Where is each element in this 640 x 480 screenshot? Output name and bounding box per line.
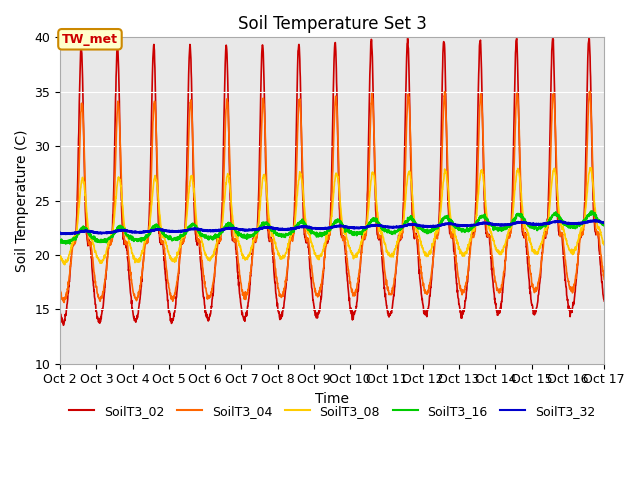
SoilT3_08 [208,253,216,259]
SoilT3_04 [552,156,560,162]
SoilT3_16 [552,211,560,217]
SoilT3_08 [360,230,367,236]
SoilT3_32 [591,218,599,224]
SoilT3_32 [208,228,216,234]
SoilT3_02 [490,292,498,298]
SoilT3_32 [552,219,560,225]
SoilT3_32 [600,219,608,225]
Y-axis label: Soil Temperature (C): Soil Temperature (C) [15,129,29,272]
SoilT3_32 [568,221,575,227]
SoilT3_08 [61,262,68,267]
SoilT3_02 [348,310,356,316]
SoilT3_02 [60,323,67,328]
SoilT3_04 [208,287,216,293]
SoilT3_08 [586,165,594,171]
SoilT3_08 [490,241,498,247]
SoilT3_32 [490,222,498,228]
SoilT3_16 [589,208,596,214]
SoilT3_04 [348,287,356,293]
SoilT3_04 [586,88,594,94]
SoilT3_02 [553,185,561,191]
SoilT3_02 [208,297,216,302]
SoilT3_16 [66,241,74,247]
SoilT3_04 [490,273,498,278]
SoilT3_16 [56,238,64,243]
SoilT3_04 [568,288,575,293]
SoilT3_04 [600,276,608,282]
SoilT3_32 [348,225,356,230]
SoilT3_16 [208,236,216,241]
SoilT3_32 [360,225,367,230]
SoilT3_02 [56,309,64,315]
SoilT3_04 [360,232,367,238]
SoilT3_02 [549,35,557,40]
Line: SoilT3_04: SoilT3_04 [60,91,604,302]
Title: Soil Temperature Set 3: Soil Temperature Set 3 [237,15,427,33]
SoilT3_16 [490,225,498,231]
SoilT3_16 [600,222,608,228]
SoilT3_16 [360,227,367,232]
SoilT3_02 [360,235,367,241]
SoilT3_08 [552,178,560,184]
Line: SoilT3_08: SoilT3_08 [60,168,604,264]
Line: SoilT3_02: SoilT3_02 [60,37,604,325]
SoilT3_16 [348,229,356,235]
Text: TW_met: TW_met [62,33,118,46]
Legend: SoilT3_02, SoilT3_04, SoilT3_08, SoilT3_16, SoilT3_32: SoilT3_02, SoilT3_04, SoilT3_08, SoilT3_… [64,400,600,423]
SoilT3_08 [348,252,356,258]
SoilT3_04 [60,300,68,305]
SoilT3_08 [600,242,608,248]
SoilT3_04 [56,288,64,294]
SoilT3_08 [56,253,64,259]
SoilT3_16 [568,224,575,229]
SoilT3_02 [568,307,575,313]
Line: SoilT3_32: SoilT3_32 [60,221,604,234]
X-axis label: Time: Time [315,392,349,406]
SoilT3_08 [568,250,575,256]
SoilT3_32 [56,230,64,236]
SoilT3_32 [61,231,69,237]
SoilT3_02 [600,298,608,304]
Line: SoilT3_16: SoilT3_16 [60,211,604,244]
